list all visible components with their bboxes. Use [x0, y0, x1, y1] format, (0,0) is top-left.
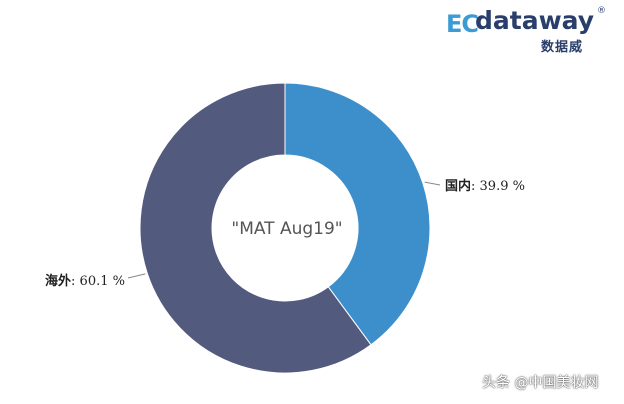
registered-mark: ®: [597, 6, 606, 16]
slice-label: 国内: 39.9 %: [445, 178, 525, 194]
leader-line: [127, 273, 146, 279]
logo-mark: EC: [446, 10, 479, 38]
leader-line: [424, 181, 441, 186]
logo-text: dataway: [475, 6, 595, 35]
slice-domestic: [284, 82, 431, 346]
logo-subtitle: 数据威: [541, 40, 584, 55]
ecdataway-logo: EC dataway ® 数据威: [446, 6, 610, 55]
center-label: "MAT Aug19": [231, 219, 342, 239]
slice-label: 海外: 60.1 %: [45, 273, 125, 289]
watermark: 头条 @中国美妆网: [482, 375, 599, 391]
slice-overseas: [139, 82, 372, 374]
